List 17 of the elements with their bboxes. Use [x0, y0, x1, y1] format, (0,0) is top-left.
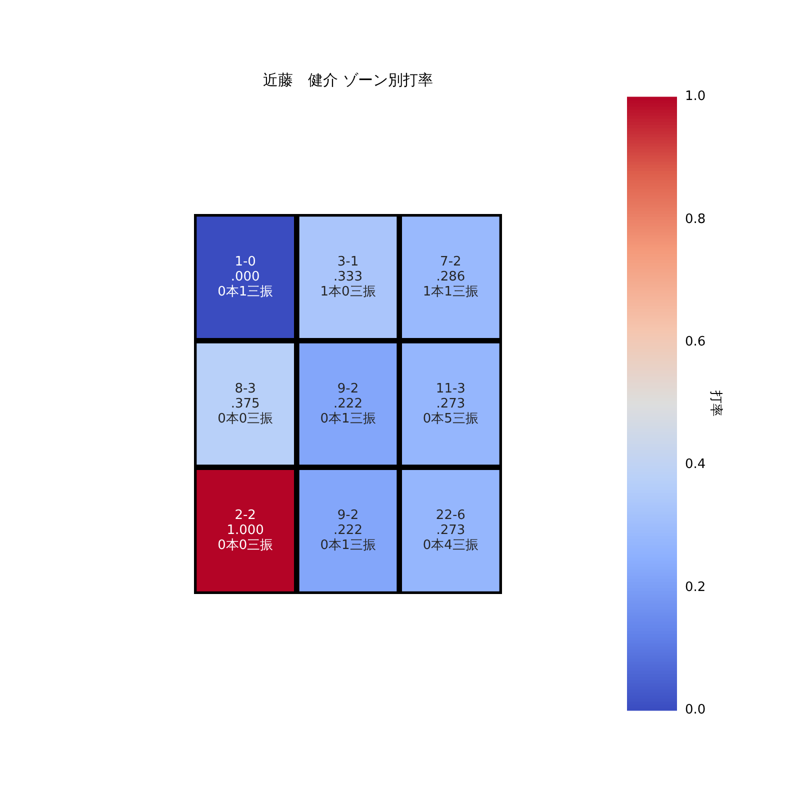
data-label: 9-2 .222 0本1三振	[320, 508, 376, 554]
color-bar-label: 0.8	[685, 212, 706, 227]
data-label: 1-0 .000 0本1三振	[218, 254, 274, 300]
color-bar-label: 0.4	[685, 457, 706, 472]
color-bar-label: 0.0	[685, 702, 706, 718]
data-label: 22-6 .273 0本4三振	[422, 508, 478, 554]
color-bar-label: 1.0	[685, 89, 706, 104]
data-label: 8-3 .375 0本0三振	[218, 381, 274, 426]
color-bar-label: 0.2	[685, 580, 706, 595]
data-label: 9-2 .222 0本1三振	[320, 381, 376, 426]
data-label: 3-1 .333 1本0三振	[320, 254, 376, 300]
chart-title: 近藤 健介 ゾーン別打率	[262, 71, 434, 90]
color-bar-title: 打率	[708, 390, 724, 416]
data-label: 7-2 .286 1本1三振	[422, 254, 478, 300]
color-bar-label: 0.6	[685, 334, 706, 350]
data-label: 11-3 .273 0本5三振	[422, 381, 478, 426]
data-label: 2-2 1.000 0本0三振	[218, 508, 274, 554]
